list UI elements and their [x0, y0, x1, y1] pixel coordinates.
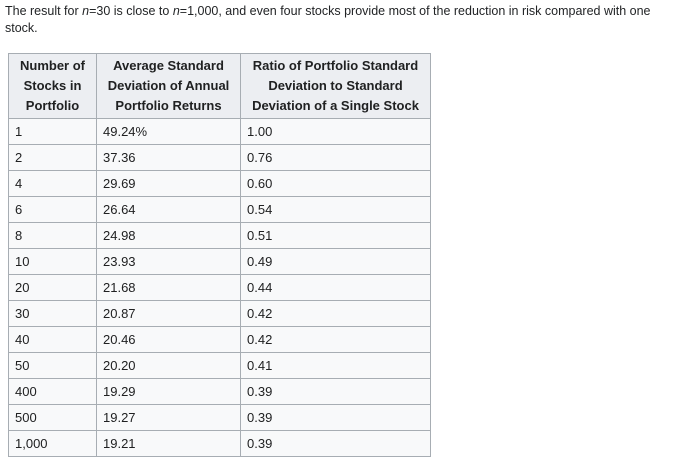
- table-cell: 19.21: [96, 429, 241, 457]
- table-cell: 0.60: [240, 169, 431, 197]
- table-cell: 20: [8, 273, 97, 301]
- table-cell: 0.42: [240, 325, 431, 353]
- intro-text: =30 is close to: [89, 4, 173, 18]
- intro-variable-n: n: [82, 4, 90, 18]
- table-row: 40 20.46 0.42: [8, 325, 431, 353]
- table-cell: 0.39: [240, 377, 431, 405]
- table-row: 50 20.20 0.41: [8, 351, 431, 379]
- table-cell: 0.44: [240, 273, 431, 301]
- table-cell: 23.93: [96, 247, 241, 275]
- table-cell: 6: [8, 195, 97, 223]
- table-cell: 0.76: [240, 143, 431, 171]
- table-cell: 30: [8, 299, 97, 327]
- table-cell: 1,000: [8, 429, 97, 457]
- table-row: 30 20.87 0.42: [8, 299, 431, 327]
- table-cell: 24.98: [96, 221, 241, 249]
- table-row: 10 23.93 0.49: [8, 247, 431, 275]
- table-cell: 1: [8, 117, 97, 145]
- portfolio-risk-table: Number of Stocks in Portfolio Average St…: [8, 52, 431, 457]
- table-row: 1 49.24% 1.00: [8, 117, 431, 145]
- header-average-std-deviation: Average Standard Deviation of Annual Por…: [96, 52, 241, 119]
- intro-text: The result for: [5, 4, 83, 18]
- intro-text: =1,000, and even four stocks provide mos…: [5, 4, 651, 35]
- table-cell: 4: [8, 169, 97, 197]
- table-cell: 400: [8, 377, 97, 405]
- page: The result for n=30 is close to n=1,000,…: [5, 3, 685, 457]
- table-cell: 29.69: [96, 169, 241, 197]
- table-cell: 19.27: [96, 403, 241, 431]
- table-cell: 49.24%: [96, 117, 241, 145]
- table-cell: 37.36: [96, 143, 241, 171]
- table-header-row: Number of Stocks in Portfolio Average St…: [8, 52, 431, 119]
- table-cell: 19.29: [96, 377, 241, 405]
- table-cell: 20.87: [96, 299, 241, 327]
- table-row: 8 24.98 0.51: [8, 221, 431, 249]
- table-cell: 0.39: [240, 403, 431, 431]
- header-ratio-std-deviation: Ratio of Portfolio Standard Deviation to…: [240, 52, 431, 119]
- table-cell: 0.51: [240, 221, 431, 249]
- table-row: 400 19.29 0.39: [8, 377, 431, 405]
- table-cell: 8: [8, 221, 97, 249]
- table-row: 6 26.64 0.54: [8, 195, 431, 223]
- table-row: 20 21.68 0.44: [8, 273, 431, 301]
- table-body: 1 49.24% 1.00 2 37.36 0.76 4 29.69 0.60 6 26.64 0.5…: [8, 117, 431, 457]
- table-cell: 0.39: [240, 429, 431, 457]
- table-row: 2 37.36 0.76: [8, 143, 431, 171]
- table-cell: 500: [8, 403, 97, 431]
- table-cell: 2: [8, 143, 97, 171]
- table-cell: 10: [8, 247, 97, 275]
- table-cell: 0.54: [240, 195, 431, 223]
- table-row: 4 29.69 0.60: [8, 169, 431, 197]
- table-cell: 26.64: [96, 195, 241, 223]
- intro-paragraph: The result for n=30 is close to n=1,000,…: [5, 3, 685, 37]
- table-row: 1,000 19.21 0.39: [8, 429, 431, 457]
- table-cell: 0.49: [240, 247, 431, 275]
- table-cell: 20.46: [96, 325, 241, 353]
- intro-variable-n: n: [172, 4, 180, 18]
- table-cell: 40: [8, 325, 97, 353]
- table-row: 500 19.27 0.39: [8, 403, 431, 431]
- table-cell: 21.68: [96, 273, 241, 301]
- table-cell: 0.41: [240, 351, 431, 379]
- table-cell: 20.20: [96, 351, 241, 379]
- table-cell: 0.42: [240, 299, 431, 327]
- header-number-of-stocks: Number of Stocks in Portfolio: [8, 52, 97, 119]
- table-cell: 50: [8, 351, 97, 379]
- table-cell: 1.00: [240, 117, 431, 145]
